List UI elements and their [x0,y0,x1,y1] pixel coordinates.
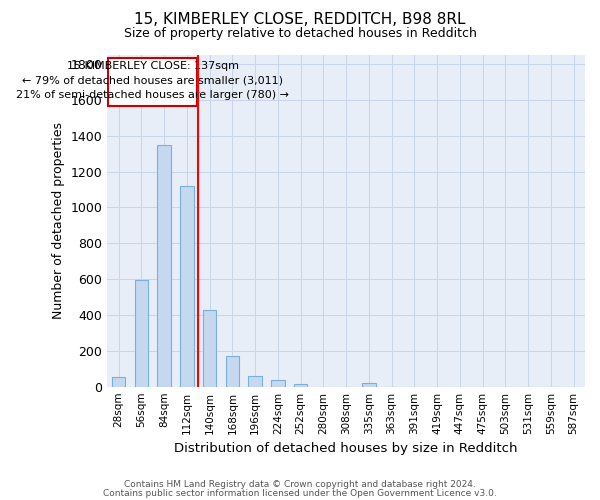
Text: Size of property relative to detached houses in Redditch: Size of property relative to detached ho… [124,28,476,40]
Text: 21% of semi-detached houses are larger (780) →: 21% of semi-detached houses are larger (… [16,90,289,101]
Bar [248,376,262,386]
Bar [157,144,171,386]
Text: ← 79% of detached houses are smaller (3,011): ← 79% of detached houses are smaller (3,… [22,76,283,86]
Bar [112,377,125,386]
X-axis label: Distribution of detached houses by size in Redditch: Distribution of detached houses by size … [175,442,518,455]
Text: Contains public sector information licensed under the Open Government Licence v3: Contains public sector information licen… [103,489,497,498]
Text: 15 KIMBERLEY CLOSE: 137sqm: 15 KIMBERLEY CLOSE: 137sqm [67,61,239,71]
Y-axis label: Number of detached properties: Number of detached properties [52,122,65,320]
Bar [180,186,194,386]
Bar [294,384,307,386]
Text: Contains HM Land Registry data © Crown copyright and database right 2024.: Contains HM Land Registry data © Crown c… [124,480,476,489]
Bar [226,356,239,386]
Text: 15, KIMBERLEY CLOSE, REDDITCH, B98 8RL: 15, KIMBERLEY CLOSE, REDDITCH, B98 8RL [134,12,466,28]
Bar [271,380,284,386]
FancyBboxPatch shape [109,58,197,106]
Bar [134,280,148,386]
Bar [203,310,217,386]
Bar [362,383,376,386]
